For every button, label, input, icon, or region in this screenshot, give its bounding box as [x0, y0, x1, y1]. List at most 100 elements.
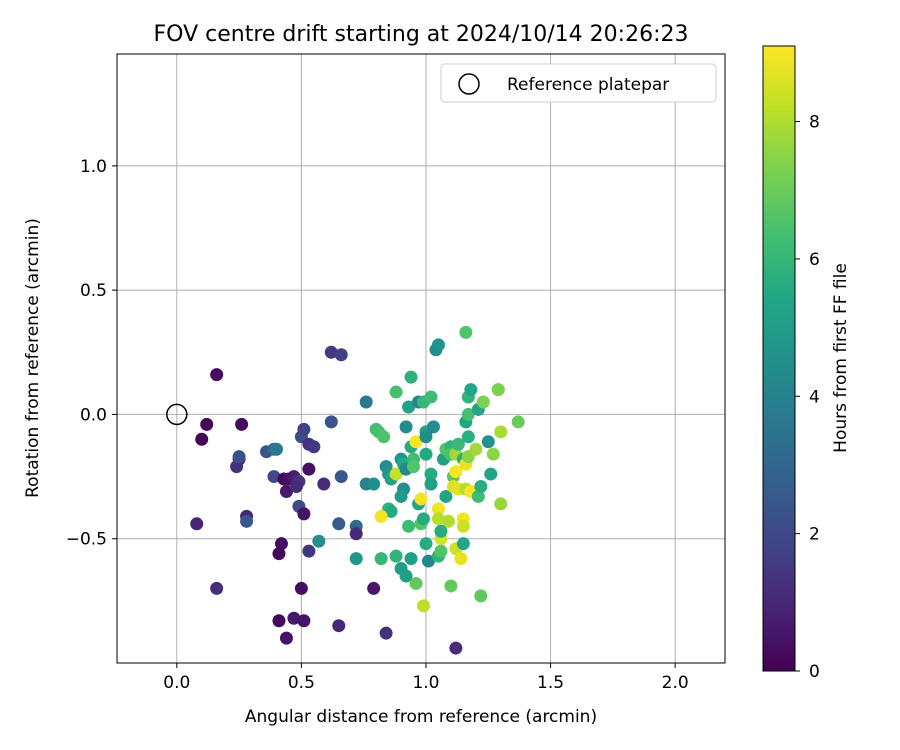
data-point — [409, 435, 423, 449]
data-point — [434, 544, 448, 558]
colorbar-tick-label: 6 — [809, 250, 820, 270]
data-point — [190, 517, 204, 531]
data-point — [374, 509, 388, 523]
data-point — [416, 599, 430, 613]
data-point — [240, 514, 254, 528]
data-point — [419, 447, 433, 461]
data-point — [407, 460, 421, 474]
legend-marker-reference — [458, 73, 480, 95]
data-point — [297, 614, 311, 628]
data-point — [424, 390, 438, 404]
data-point — [476, 395, 490, 409]
y-tick-label: 1.0 — [80, 157, 107, 177]
data-point — [424, 467, 438, 481]
data-point — [424, 477, 438, 491]
data-point — [471, 489, 485, 503]
data-point — [279, 631, 293, 645]
x-tick-label: 1.5 — [537, 673, 564, 693]
data-point — [297, 507, 311, 521]
x-tick-label: 0.5 — [288, 673, 315, 693]
data-point — [389, 385, 403, 399]
data-point — [431, 512, 445, 526]
data-point — [454, 552, 468, 566]
data-point — [324, 415, 338, 429]
data-point — [210, 581, 224, 595]
data-point — [426, 420, 440, 434]
x-tick-label: 1.0 — [412, 673, 439, 693]
data-point — [297, 422, 311, 436]
data-point — [461, 407, 475, 421]
data-point — [431, 338, 445, 352]
data-points — [166, 325, 525, 655]
data-point — [272, 614, 286, 628]
data-point — [302, 544, 316, 558]
data-point — [456, 537, 470, 551]
y-axis-ticks: −0.5 0.0 0.5 1.0 — [66, 157, 117, 550]
data-point — [449, 465, 463, 479]
data-point — [302, 462, 316, 476]
plot-area-frame — [116, 53, 726, 664]
data-point — [379, 626, 393, 640]
data-point — [377, 430, 391, 444]
data-point — [511, 415, 525, 429]
data-point — [389, 549, 403, 563]
data-point — [419, 430, 433, 444]
data-point — [267, 470, 281, 484]
data-point — [324, 345, 338, 359]
data-point — [269, 442, 283, 456]
legend-entry-reference: Reference platepar — [507, 75, 669, 95]
data-point — [439, 489, 453, 503]
y-tick-label: −0.5 — [66, 530, 107, 550]
data-point — [332, 619, 346, 633]
data-point — [414, 492, 428, 506]
data-point — [419, 537, 433, 551]
data-point — [404, 552, 418, 566]
data-point — [494, 497, 508, 511]
data-point — [232, 450, 246, 464]
data-point — [312, 534, 326, 548]
y-axis-label: Rotation from reference (arcmin) — [23, 218, 43, 498]
data-point — [317, 477, 331, 491]
x-tick-label: 0.0 — [163, 673, 190, 693]
grid-lines — [117, 54, 725, 663]
data-point — [359, 395, 373, 409]
data-point — [421, 554, 435, 568]
data-point — [441, 514, 455, 528]
colorbar-tick-label: 0 — [809, 662, 820, 682]
data-point — [459, 325, 473, 339]
data-point — [469, 442, 483, 456]
data-point — [449, 641, 463, 655]
data-point — [402, 519, 416, 533]
legend: Reference platepar — [440, 63, 717, 103]
data-point — [272, 547, 286, 561]
data-point — [464, 383, 478, 397]
data-point — [367, 477, 381, 491]
x-tick-label: 2.0 — [662, 673, 689, 693]
data-point — [210, 368, 224, 382]
data-point — [287, 611, 301, 625]
data-point — [294, 581, 308, 595]
colorbar-tick-label: 8 — [809, 113, 820, 133]
data-point — [399, 420, 413, 434]
data-point — [384, 504, 398, 518]
data-point — [332, 517, 346, 531]
data-point — [235, 417, 249, 431]
data-point — [456, 519, 470, 533]
chart-title: FOV centre drift starting at 2024/10/14 … — [154, 22, 689, 47]
data-point — [349, 552, 363, 566]
data-point — [374, 552, 388, 566]
data-point — [481, 435, 495, 449]
data-point — [274, 537, 288, 551]
x-axis-ticks: 0.0 0.5 1.0 1.5 2.0 — [163, 663, 689, 693]
data-point — [444, 579, 458, 593]
data-point — [230, 460, 244, 474]
data-point — [474, 480, 488, 494]
y-tick-label: 0.0 — [80, 405, 107, 425]
colorbar-ticks: 0 2 4 6 8 — [795, 113, 820, 682]
data-point — [409, 576, 423, 590]
data-point — [431, 502, 445, 516]
data-point — [334, 470, 348, 484]
data-point — [200, 417, 214, 431]
data-point — [491, 383, 505, 397]
